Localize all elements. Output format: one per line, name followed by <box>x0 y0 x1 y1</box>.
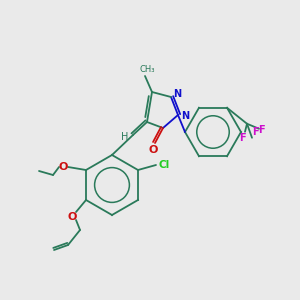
Text: F: F <box>239 133 245 143</box>
Text: Cl: Cl <box>158 160 169 170</box>
Text: O: O <box>67 212 77 222</box>
Text: O: O <box>58 162 68 172</box>
Text: N: N <box>173 89 181 99</box>
Text: F: F <box>252 127 258 137</box>
Text: CH₃: CH₃ <box>139 65 155 74</box>
Text: O: O <box>148 145 158 155</box>
Text: H: H <box>121 132 129 142</box>
Text: F: F <box>258 125 264 135</box>
Text: N: N <box>181 111 189 121</box>
